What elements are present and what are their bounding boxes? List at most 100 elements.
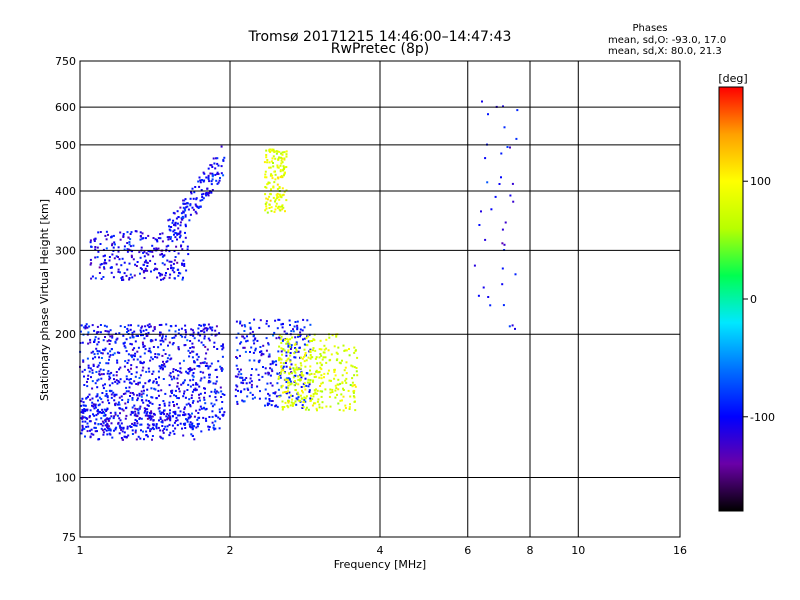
data-point bbox=[273, 331, 276, 334]
data-point bbox=[276, 372, 279, 375]
data-point bbox=[217, 391, 220, 394]
data-point bbox=[311, 404, 314, 407]
data-point bbox=[274, 391, 277, 394]
data-point bbox=[308, 373, 311, 376]
data-point bbox=[126, 425, 129, 428]
data-point bbox=[192, 400, 195, 402]
data-point bbox=[123, 431, 126, 434]
data-point bbox=[203, 398, 206, 401]
data-point bbox=[186, 245, 189, 248]
data-point bbox=[278, 356, 280, 359]
data-point bbox=[305, 384, 308, 387]
data-point bbox=[500, 176, 502, 179]
data-point bbox=[101, 420, 104, 423]
data-point bbox=[195, 426, 198, 429]
data-point bbox=[137, 346, 140, 349]
data-point bbox=[132, 393, 135, 396]
data-point bbox=[285, 150, 288, 153]
data-point bbox=[277, 375, 280, 378]
data-point bbox=[334, 389, 337, 392]
data-point bbox=[126, 242, 129, 244]
data-point bbox=[200, 430, 203, 433]
data-point bbox=[135, 424, 138, 427]
data-point bbox=[92, 350, 95, 353]
data-point bbox=[83, 375, 85, 378]
data-point bbox=[134, 375, 137, 378]
data-point bbox=[303, 348, 306, 351]
data-point bbox=[307, 378, 310, 381]
data-point bbox=[174, 330, 177, 333]
data-point bbox=[159, 339, 162, 342]
data-point bbox=[164, 392, 167, 395]
data-point bbox=[281, 205, 283, 208]
data-point bbox=[98, 350, 101, 353]
data-point bbox=[102, 255, 105, 258]
data-point bbox=[163, 409, 166, 412]
data-point bbox=[146, 265, 149, 267]
data-point bbox=[115, 374, 118, 377]
data-point bbox=[293, 343, 296, 346]
data-point bbox=[259, 319, 262, 322]
data-point bbox=[299, 379, 302, 382]
data-point bbox=[102, 339, 105, 342]
data-point bbox=[148, 323, 151, 326]
data-point bbox=[199, 181, 202, 184]
plot-frame bbox=[79, 60, 681, 538]
data-point bbox=[351, 377, 354, 380]
data-point bbox=[108, 402, 111, 405]
data-point bbox=[289, 360, 292, 363]
data-point bbox=[240, 341, 243, 344]
data-point bbox=[182, 381, 185, 384]
data-point bbox=[179, 230, 182, 233]
data-point bbox=[186, 202, 189, 205]
data-point bbox=[215, 380, 218, 383]
data-point bbox=[92, 413, 94, 416]
data-point bbox=[161, 335, 164, 338]
data-point bbox=[122, 409, 125, 412]
data-point bbox=[200, 407, 203, 410]
data-point bbox=[279, 361, 282, 364]
data-point bbox=[108, 417, 111, 420]
data-point bbox=[327, 349, 330, 352]
data-point bbox=[186, 372, 189, 374]
data-point bbox=[502, 105, 504, 108]
data-point bbox=[217, 360, 220, 363]
data-point bbox=[264, 176, 267, 179]
data-point bbox=[111, 244, 113, 247]
data-point bbox=[96, 246, 99, 249]
data-point bbox=[108, 259, 111, 262]
data-point bbox=[146, 394, 148, 397]
data-point bbox=[260, 350, 263, 353]
data-point bbox=[177, 274, 180, 277]
data-point bbox=[335, 335, 338, 338]
data-point bbox=[133, 347, 136, 350]
data-point bbox=[269, 382, 272, 385]
data-point bbox=[265, 197, 268, 200]
data-point bbox=[130, 426, 132, 428]
data-point bbox=[209, 373, 211, 376]
data-point bbox=[241, 335, 244, 338]
data-point bbox=[140, 390, 143, 393]
data-point bbox=[274, 178, 277, 181]
data-point bbox=[159, 343, 162, 346]
data-point bbox=[343, 349, 346, 352]
data-point bbox=[94, 430, 97, 433]
data-point bbox=[127, 368, 130, 371]
data-point bbox=[316, 389, 319, 392]
data-point bbox=[88, 325, 91, 328]
data-point bbox=[171, 424, 174, 427]
data-point bbox=[283, 167, 285, 170]
data-point bbox=[86, 326, 89, 329]
data-point bbox=[267, 325, 270, 328]
data-point bbox=[353, 346, 356, 349]
data-point bbox=[176, 424, 179, 427]
data-point bbox=[202, 197, 205, 200]
data-point bbox=[150, 356, 153, 359]
data-point bbox=[302, 406, 305, 408]
data-point bbox=[325, 405, 328, 408]
data-point bbox=[292, 367, 295, 370]
data-point bbox=[102, 433, 105, 436]
x-tick-label: 6 bbox=[464, 544, 471, 557]
data-point bbox=[291, 336, 294, 339]
data-point bbox=[265, 156, 268, 159]
